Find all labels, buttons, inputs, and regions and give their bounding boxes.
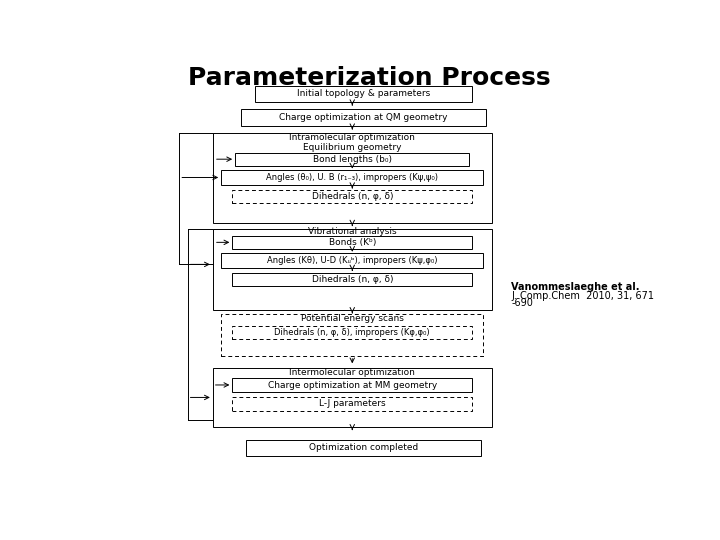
Bar: [221, 170, 483, 185]
Text: Potential energy scans: Potential energy scans: [301, 314, 404, 323]
Text: Angles (θ₀), U. B (r₁₋₃), impropers (Kψ,ψ₀): Angles (θ₀), U. B (r₁₋₃), impropers (Kψ,…: [266, 173, 438, 182]
Bar: [213, 368, 492, 427]
Text: Parameterization Process: Parameterization Process: [188, 66, 550, 90]
Text: Intramolecular optimization: Intramolecular optimization: [289, 133, 415, 143]
Bar: [233, 190, 472, 203]
Text: Equilibrium geometry: Equilibrium geometry: [303, 143, 402, 152]
Text: Charge optimization at QM geometry: Charge optimization at QM geometry: [279, 113, 448, 122]
Text: Charge optimization at MM geometry: Charge optimization at MM geometry: [268, 381, 437, 390]
Text: Bonds (Kᵇ): Bonds (Kᵇ): [328, 238, 376, 247]
Bar: [255, 85, 472, 102]
Bar: [246, 440, 481, 456]
Text: Optimization completed: Optimization completed: [309, 443, 418, 453]
Text: J. Comp.Chem  2010, 31, 671: J. Comp.Chem 2010, 31, 671: [511, 291, 654, 301]
Bar: [240, 109, 486, 126]
Text: Vibrational analysis: Vibrational analysis: [308, 227, 397, 235]
Text: L-J parameters: L-J parameters: [319, 400, 386, 408]
Text: Vanommeslaeghe et al.: Vanommeslaeghe et al.: [511, 282, 640, 292]
Bar: [235, 152, 469, 166]
Text: Initial topology & parameters: Initial topology & parameters: [297, 90, 430, 98]
Text: -690: -690: [511, 298, 534, 308]
Bar: [233, 235, 472, 249]
Bar: [233, 326, 472, 339]
Bar: [221, 253, 483, 268]
Bar: [221, 314, 483, 356]
Text: Dihedrals (n, φ, δ), impropers (Kφ,φ₀): Dihedrals (n, φ, δ), impropers (Kφ,φ₀): [274, 328, 430, 337]
Bar: [233, 379, 472, 392]
Text: Bond lengths (b₀): Bond lengths (b₀): [312, 155, 392, 164]
Bar: [213, 133, 492, 223]
Text: Angles (Kθ), U-D (Kᵤᵇ), impropers (Kψ,φ₀): Angles (Kθ), U-D (Kᵤᵇ), impropers (Kψ,φ₀…: [267, 256, 438, 265]
Bar: [233, 273, 472, 286]
Bar: [213, 229, 492, 310]
Text: Dihedrals (n, φ, δ): Dihedrals (n, φ, δ): [312, 192, 393, 201]
Text: Dihedrals (n, φ, δ): Dihedrals (n, φ, δ): [312, 275, 393, 284]
Bar: [233, 397, 472, 411]
Text: Intermolecular optimization: Intermolecular optimization: [289, 368, 415, 377]
